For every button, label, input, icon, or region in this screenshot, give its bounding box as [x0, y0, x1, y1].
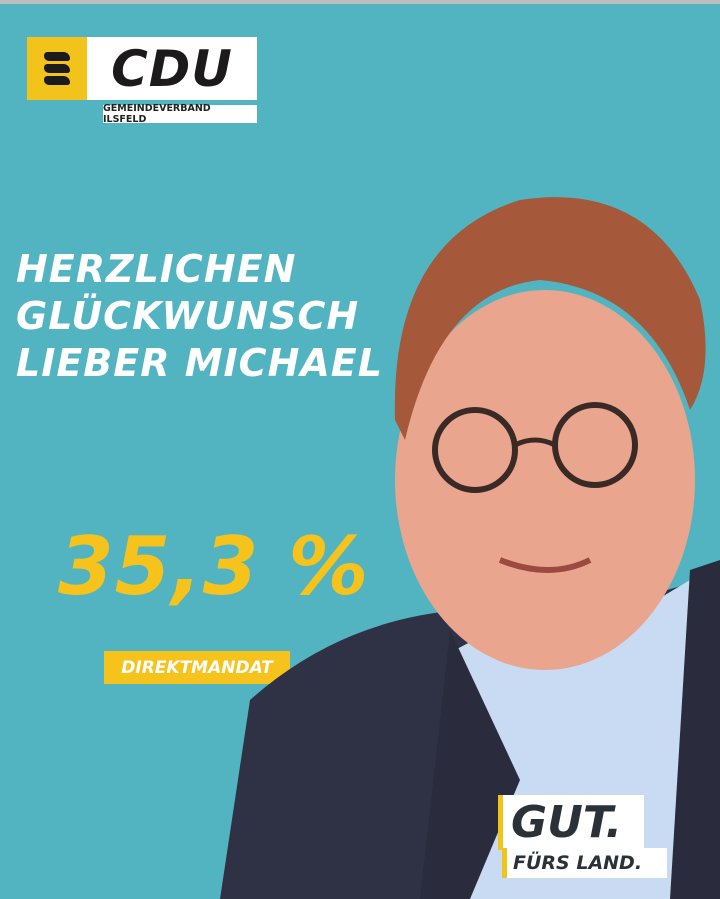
logo-subtitle: GEMEINDEVERBAND ILSFELD	[103, 103, 257, 125]
headline: HERZLICHEN GLÜCKWUNSCH LIEBER MICHAEL	[16, 246, 383, 387]
headline-line-1: HERZLICHEN	[16, 247, 297, 291]
headline-line-2: GLÜCKWUNSCH	[16, 294, 360, 338]
slogan: GUT. FÜRS LAND.	[492, 795, 667, 880]
slogan-line-2: FÜRS LAND.	[502, 848, 667, 878]
logo-text: CDU	[87, 37, 257, 100]
lions-crest-icon	[27, 37, 87, 100]
top-bar	[0, 0, 720, 4]
cdu-logo: CDU	[27, 37, 257, 100]
headline-line-3: LIEBER MICHAEL	[16, 341, 383, 385]
candidate-photo	[220, 197, 720, 899]
result-percent: 35,3 %	[58, 520, 370, 613]
result-label: DIREKTMANDAT	[104, 651, 290, 684]
slogan-line-1: GUT.	[498, 795, 644, 850]
